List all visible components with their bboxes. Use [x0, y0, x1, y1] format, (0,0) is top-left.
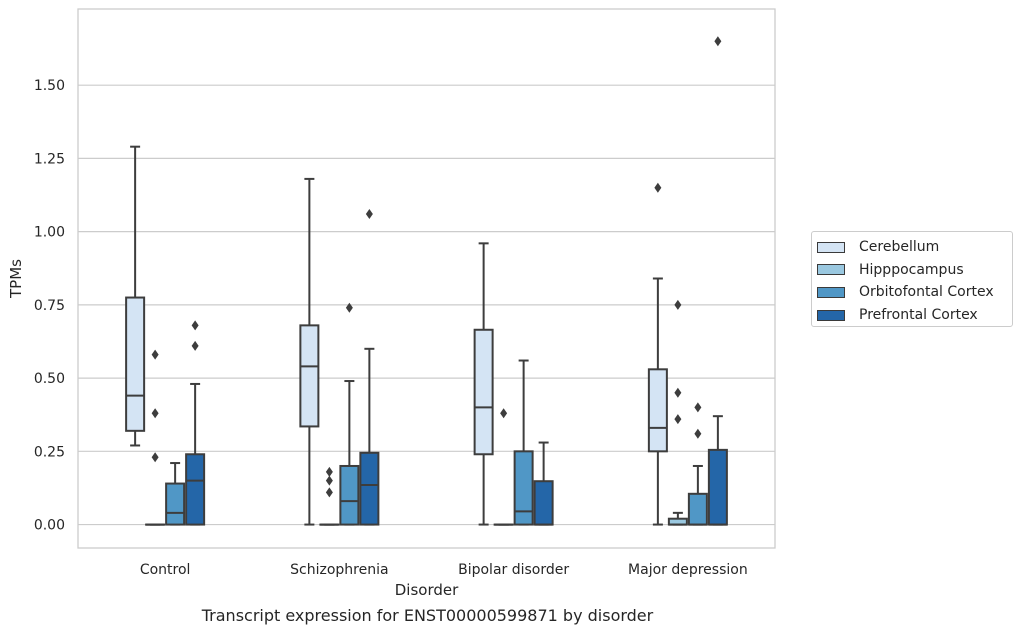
box-iqr	[299, 324, 320, 428]
y-tick-label: 0.50	[34, 371, 65, 387]
box-prefrontal-cortex	[707, 36, 728, 526]
outlier-point	[674, 387, 682, 398]
box-iqr	[533, 480, 554, 526]
outlier-point	[674, 414, 682, 425]
box-cerebellum	[299, 177, 320, 526]
box-prefrontal-cortex	[185, 320, 206, 526]
box-elements	[125, 36, 728, 526]
y-tick-label: 1.25	[34, 151, 65, 167]
legend-item: Cerebellum	[817, 236, 1012, 259]
x-tick-label: Bipolar disorder	[458, 562, 569, 578]
y-tick-label: 1.50	[34, 78, 65, 94]
box-iqr	[359, 451, 380, 526]
box-orbitofontal-cortex	[165, 462, 186, 526]
box-iqr	[513, 450, 534, 526]
box-cerebellum	[647, 182, 668, 526]
box-iqr	[165, 482, 186, 526]
box-iqr	[125, 296, 146, 432]
outlier-point	[500, 408, 508, 419]
x-tick-label: Control	[140, 562, 191, 578]
box-iqr	[707, 448, 728, 526]
y-tick-label: 1.00	[34, 225, 65, 241]
outlier-point	[674, 299, 682, 310]
box-hipppocampus	[145, 349, 166, 526]
outlier-point	[694, 402, 702, 413]
outlier-point	[365, 209, 373, 220]
outlier-point	[325, 466, 333, 477]
legend-swatch	[817, 286, 845, 298]
outlier-point	[191, 320, 199, 331]
legend-item: Orbitofontal Cortex	[817, 281, 1012, 304]
box-prefrontal-cortex	[533, 441, 554, 526]
legend-swatch	[817, 241, 845, 253]
outlier-point	[325, 475, 333, 486]
y-axis-label: TPMs	[7, 259, 25, 299]
plot-frame	[77, 8, 776, 549]
box-orbitofontal-cortex	[339, 302, 360, 526]
box-iqr	[339, 464, 360, 526]
y-tick-labels: 0.00 0.25 0.50 0.75 1.00 1.25 1.50	[34, 78, 65, 533]
x-axis-label: Disorder	[395, 581, 459, 599]
x-tick-label: Major depression	[628, 562, 748, 578]
outlier-point	[191, 340, 199, 351]
chart-legend: Cerebellum Hipppocampus Orbitofontal Corte…	[811, 231, 1013, 327]
outlier-point	[654, 182, 662, 193]
box-hipppocampus	[667, 299, 688, 526]
legend-label: Cerebellum	[859, 239, 940, 256]
legend-item: Prefrontal Cortex	[817, 304, 1012, 327]
legend-label: Prefrontal Cortex	[859, 307, 978, 324]
legend-label: Hipppocampus	[859, 261, 964, 278]
legend-swatch	[817, 264, 845, 276]
box-iqr	[185, 453, 206, 526]
y-tick-label: 0.75	[34, 298, 65, 314]
box-hipppocampus	[493, 408, 514, 526]
outlier-point	[151, 452, 159, 463]
y-tick-label: 0.25	[34, 444, 65, 460]
legend-label: Orbitofontal Cortex	[859, 284, 994, 301]
box-orbitofontal-cortex	[687, 402, 708, 526]
x-tick-labels: Control Schizophrenia Bipolar disorder Majo…	[140, 562, 748, 578]
legend-item: Hipppocampus	[817, 259, 1012, 282]
box-orbitofontal-cortex	[513, 359, 534, 526]
box-prefrontal-cortex	[359, 209, 380, 526]
box-iqr	[687, 492, 708, 526]
x-tick-label: Schizophrenia	[290, 562, 388, 578]
outlier-point	[714, 36, 722, 47]
outlier-point	[151, 349, 159, 360]
box-cerebellum	[473, 242, 494, 526]
box-iqr	[473, 328, 494, 456]
box-cerebellum	[125, 145, 146, 447]
box-iqr	[647, 368, 668, 453]
outlier-point	[345, 302, 353, 313]
y-tick-label: 0.00	[34, 518, 65, 534]
legend-swatch	[817, 309, 845, 321]
chart-caption: Transcript expression for ENST0000059987…	[201, 606, 654, 625]
grid-lines	[78, 84, 775, 526]
outlier-point	[694, 428, 702, 439]
outlier-point	[325, 487, 333, 498]
box-hipppocampus	[319, 466, 340, 526]
outlier-point	[151, 408, 159, 419]
